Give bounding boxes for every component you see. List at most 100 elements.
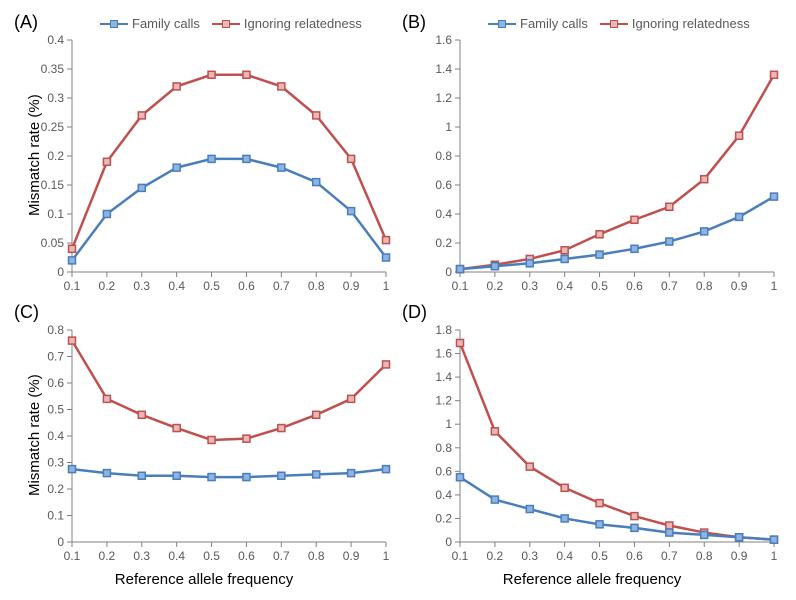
series-marker-family	[526, 506, 533, 513]
chart-svg: 00.050.10.150.20.250.30.350.40.10.20.30.…	[10, 10, 398, 300]
series-marker-family	[243, 474, 250, 481]
y-tick-label: 0.1	[47, 509, 64, 523]
series-marker-ignore	[631, 513, 638, 520]
x-tick-label: 0.9	[731, 279, 748, 293]
y-tick-label: 0.6	[435, 178, 452, 192]
x-tick-label: 0.8	[696, 549, 713, 563]
legend-swatch-icon	[488, 19, 516, 29]
y-tick-label: 0.1	[47, 207, 64, 221]
series-marker-ignore	[596, 500, 603, 507]
series-marker-family	[526, 260, 533, 267]
series-line-family	[72, 159, 386, 261]
panel-C: (C)00.10.20.30.40.50.60.70.80.10.20.30.4…	[10, 300, 398, 590]
panel-label: (C)	[14, 302, 39, 323]
series-marker-family	[596, 251, 603, 258]
x-tick-label: 0.3	[521, 549, 538, 563]
y-tick-label: 0.2	[435, 511, 452, 525]
y-tick-label: 0.4	[47, 33, 64, 47]
x-tick-label: 1	[771, 549, 778, 563]
x-tick-label: 0.5	[203, 549, 220, 563]
series-marker-ignore	[561, 247, 568, 254]
series-line-family	[460, 197, 774, 270]
x-tick-label: 0.4	[168, 549, 185, 563]
y-tick-label: 1.6	[435, 347, 452, 361]
legend: Family callsIgnoring relatedness	[488, 16, 750, 31]
y-tick-label: 0.8	[435, 149, 452, 163]
x-tick-label: 0.1	[64, 549, 81, 563]
x-tick-label: 0.2	[487, 549, 504, 563]
x-tick-label: 0.2	[99, 279, 116, 293]
series-marker-ignore	[243, 71, 250, 78]
series-marker-family	[103, 211, 110, 218]
series-marker-family	[103, 470, 110, 477]
x-tick-label: 0.5	[591, 549, 608, 563]
legend-label: Family calls	[520, 16, 588, 31]
x-tick-label: 0.9	[343, 549, 360, 563]
x-tick-label: 0.8	[696, 279, 713, 293]
x-tick-label: 0.6	[626, 279, 643, 293]
y-tick-label: 0.5	[47, 403, 64, 417]
series-marker-ignore	[313, 411, 320, 418]
y-tick-label: 0	[445, 535, 452, 549]
x-tick-label: 0.1	[452, 279, 469, 293]
series-marker-family	[313, 471, 320, 478]
panel-B: (B)Family callsIgnoring relatedness00.20…	[398, 10, 786, 300]
legend-item-family: Family calls	[488, 16, 588, 31]
series-marker-ignore	[771, 71, 778, 78]
series-line-ignore	[72, 75, 386, 249]
x-tick-label: 0.9	[731, 549, 748, 563]
series-line-ignore	[460, 343, 774, 540]
series-marker-ignore	[457, 339, 464, 346]
panel-label: (B)	[402, 12, 426, 33]
series-marker-ignore	[103, 395, 110, 402]
series-line-family	[72, 469, 386, 477]
series-marker-family	[348, 470, 355, 477]
y-tick-label: 0.2	[47, 149, 64, 163]
x-tick-label: 0.7	[661, 279, 678, 293]
series-marker-ignore	[69, 245, 76, 252]
series-marker-ignore	[173, 83, 180, 90]
series-marker-family	[701, 531, 708, 538]
series-marker-ignore	[173, 425, 180, 432]
legend-label: Ignoring relatedness	[244, 16, 362, 31]
x-axis-label: Reference allele frequency	[398, 571, 786, 588]
y-tick-label: 0.15	[41, 178, 65, 192]
series-marker-family	[348, 208, 355, 215]
legend-swatch-icon	[212, 19, 240, 29]
x-tick-label: 0.7	[273, 279, 290, 293]
y-tick-label: 1	[445, 120, 452, 134]
y-tick-label: 0.6	[47, 376, 64, 390]
legend-item-family: Family calls	[100, 16, 200, 31]
series-marker-family	[138, 184, 145, 191]
x-tick-label: 0.9	[343, 279, 360, 293]
series-marker-ignore	[491, 428, 498, 435]
series-marker-family	[701, 228, 708, 235]
y-tick-label: 0	[445, 265, 452, 279]
y-tick-label: 1.6	[435, 33, 452, 47]
chart-svg: 00.20.40.60.811.21.41.61.80.10.20.30.40.…	[398, 300, 786, 590]
series-marker-family	[736, 213, 743, 220]
series-marker-ignore	[103, 158, 110, 165]
series-marker-ignore	[348, 155, 355, 162]
x-tick-label: 0.6	[626, 549, 643, 563]
series-marker-ignore	[278, 425, 285, 432]
series-marker-ignore	[383, 361, 390, 368]
x-tick-label: 1	[383, 549, 390, 563]
series-marker-ignore	[736, 132, 743, 139]
series-marker-family	[561, 515, 568, 522]
x-tick-label: 0.5	[203, 279, 220, 293]
series-marker-ignore	[596, 231, 603, 238]
y-tick-label: 0.4	[435, 207, 452, 221]
y-tick-label: 0.6	[435, 464, 452, 478]
x-tick-label: 0.2	[99, 549, 116, 563]
y-tick-label: 1	[445, 417, 452, 431]
axes	[72, 330, 386, 542]
x-tick-label: 0.3	[133, 279, 150, 293]
series-marker-ignore	[208, 436, 215, 443]
x-tick-label: 0.6	[238, 549, 255, 563]
x-tick-label: 0.3	[521, 279, 538, 293]
series-marker-ignore	[666, 203, 673, 210]
legend-item-ignore: Ignoring relatedness	[212, 16, 362, 31]
series-marker-family	[736, 534, 743, 541]
legend: Family calls Ignoring relatedness	[100, 16, 362, 31]
